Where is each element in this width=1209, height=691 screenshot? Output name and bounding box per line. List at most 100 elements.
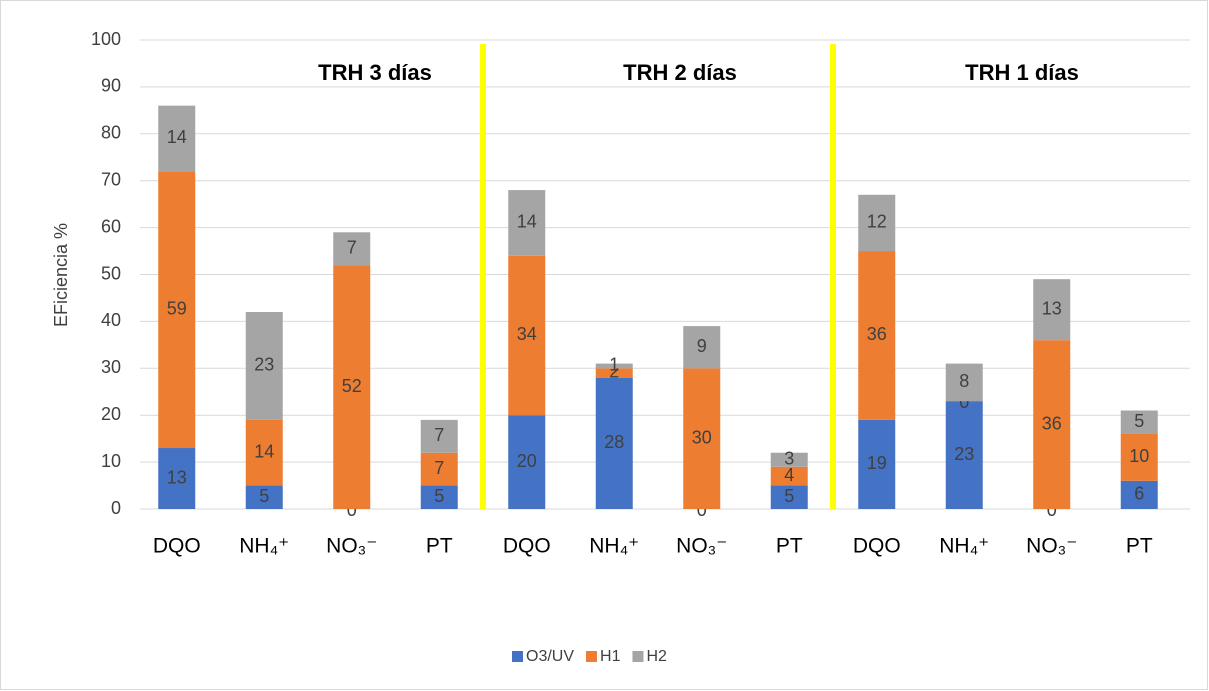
data-label: 6 xyxy=(1134,484,1144,504)
y-tick-label: 60 xyxy=(101,216,121,236)
data-label: 12 xyxy=(867,212,887,232)
data-label: 3 xyxy=(784,449,794,469)
y-tick-label: 10 xyxy=(101,451,121,471)
data-label: 30 xyxy=(692,427,712,447)
y-tick-label: 0 xyxy=(111,498,121,518)
data-label: 19 xyxy=(867,453,887,473)
data-label: 13 xyxy=(167,467,187,487)
data-label: 9 xyxy=(697,336,707,356)
bar-segment xyxy=(595,363,633,369)
x-tick-label: NO₃⁻ xyxy=(1026,535,1077,558)
bar-segment xyxy=(945,401,983,509)
data-label: 13 xyxy=(1042,298,1062,318)
data-label: 10 xyxy=(1129,446,1149,466)
data-label: 14 xyxy=(254,441,274,461)
bar-segment xyxy=(158,448,196,509)
legend-swatch xyxy=(512,651,523,662)
data-label: 34 xyxy=(517,324,537,344)
legend-swatch xyxy=(632,651,644,662)
bar-segment xyxy=(245,485,283,509)
bar-segment xyxy=(1120,433,1158,481)
data-label: 5 xyxy=(259,486,269,506)
bar-segment xyxy=(333,232,371,266)
x-tick-label: NH₄⁺ xyxy=(589,535,639,558)
data-label: 7 xyxy=(434,425,444,445)
bar-segment xyxy=(420,485,458,509)
bar-segment xyxy=(770,485,808,509)
data-label: 36 xyxy=(867,324,887,344)
x-tick-label: NO₃⁻ xyxy=(676,535,727,558)
group-label: TRH 3 días xyxy=(318,60,432,85)
data-label: 0 xyxy=(347,500,357,520)
legend-swatch xyxy=(586,651,598,662)
y-tick-label: 100 xyxy=(91,29,121,49)
data-label: 28 xyxy=(604,432,624,452)
x-tick-label: PT xyxy=(1126,535,1153,558)
data-label: 5 xyxy=(784,486,794,506)
data-label: 2 xyxy=(609,362,619,382)
data-label: 23 xyxy=(954,444,974,464)
data-label: 0 xyxy=(959,392,969,412)
x-tick-label: DQO xyxy=(153,535,201,558)
data-label: 7 xyxy=(434,458,444,478)
legend-label: O3/UV xyxy=(526,648,574,665)
data-label: 52 xyxy=(342,376,362,396)
y-axis-label: EFiciencia % xyxy=(51,223,71,327)
bar-segment xyxy=(245,312,283,420)
group-label: TRH 1 días xyxy=(965,60,1079,85)
bar-segment xyxy=(1120,480,1158,509)
data-label: 1 xyxy=(609,355,619,375)
bar-segment xyxy=(1033,279,1071,341)
bar-segment xyxy=(420,419,458,453)
data-label: 0 xyxy=(697,500,707,520)
bar-segment xyxy=(858,419,896,509)
data-label: 4 xyxy=(784,465,794,485)
group-label: TRH 2 días xyxy=(623,60,737,85)
x-tick-label: DQO xyxy=(503,535,551,558)
data-label: 7 xyxy=(347,237,357,257)
bar-segment xyxy=(508,190,546,256)
bar-segment xyxy=(595,368,633,378)
x-tick-label: PT xyxy=(426,535,453,558)
y-tick-label: 30 xyxy=(101,357,121,377)
x-tick-label: NH₄⁺ xyxy=(939,535,989,558)
x-tick-label: PT xyxy=(776,535,803,558)
data-label: 5 xyxy=(1134,411,1144,431)
bar-segment xyxy=(858,251,896,420)
data-label: 14 xyxy=(517,212,537,232)
data-label: 0 xyxy=(1047,500,1057,520)
legend-label: H2 xyxy=(646,648,667,665)
bar-segment xyxy=(1120,410,1158,434)
y-tick-label: 90 xyxy=(101,76,121,96)
bar-segment xyxy=(158,171,196,449)
bar-segment xyxy=(770,452,808,467)
bar-segment xyxy=(595,377,633,509)
bar-segment xyxy=(333,265,371,509)
x-tick-label: DQO xyxy=(853,535,901,558)
bar-segment xyxy=(683,368,721,509)
data-label: 59 xyxy=(167,298,187,318)
bar-segment xyxy=(245,419,283,486)
y-tick-label: 20 xyxy=(101,404,121,424)
data-label: 5 xyxy=(434,486,444,506)
data-label: 8 xyxy=(959,371,969,391)
bar-segment xyxy=(158,105,196,172)
bar-segment xyxy=(683,326,721,369)
data-label: 14 xyxy=(167,127,187,147)
data-label: 20 xyxy=(517,451,537,471)
y-tick-label: 50 xyxy=(101,263,121,283)
x-tick-label: NO₃⁻ xyxy=(326,535,377,558)
bar-segment xyxy=(508,255,546,416)
bar-segment xyxy=(1033,340,1071,509)
data-label: 23 xyxy=(254,355,274,375)
y-tick-label: 40 xyxy=(101,310,121,330)
bar-segment xyxy=(508,415,546,509)
bar-segment xyxy=(945,363,983,402)
bar-segment xyxy=(858,194,896,252)
data-label: 36 xyxy=(1042,413,1062,433)
legend-label: H1 xyxy=(600,648,621,665)
bar-segment xyxy=(420,452,458,486)
x-tick-label: NH₄⁺ xyxy=(239,535,289,558)
